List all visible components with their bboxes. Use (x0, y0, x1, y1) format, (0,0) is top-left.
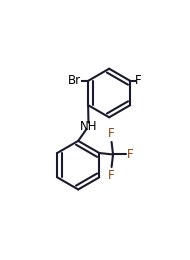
Text: Br: Br (68, 74, 82, 87)
Text: F: F (135, 74, 142, 87)
Text: NH: NH (80, 120, 97, 133)
Text: F: F (127, 148, 134, 161)
Text: F: F (108, 127, 115, 140)
Text: F: F (108, 169, 115, 182)
